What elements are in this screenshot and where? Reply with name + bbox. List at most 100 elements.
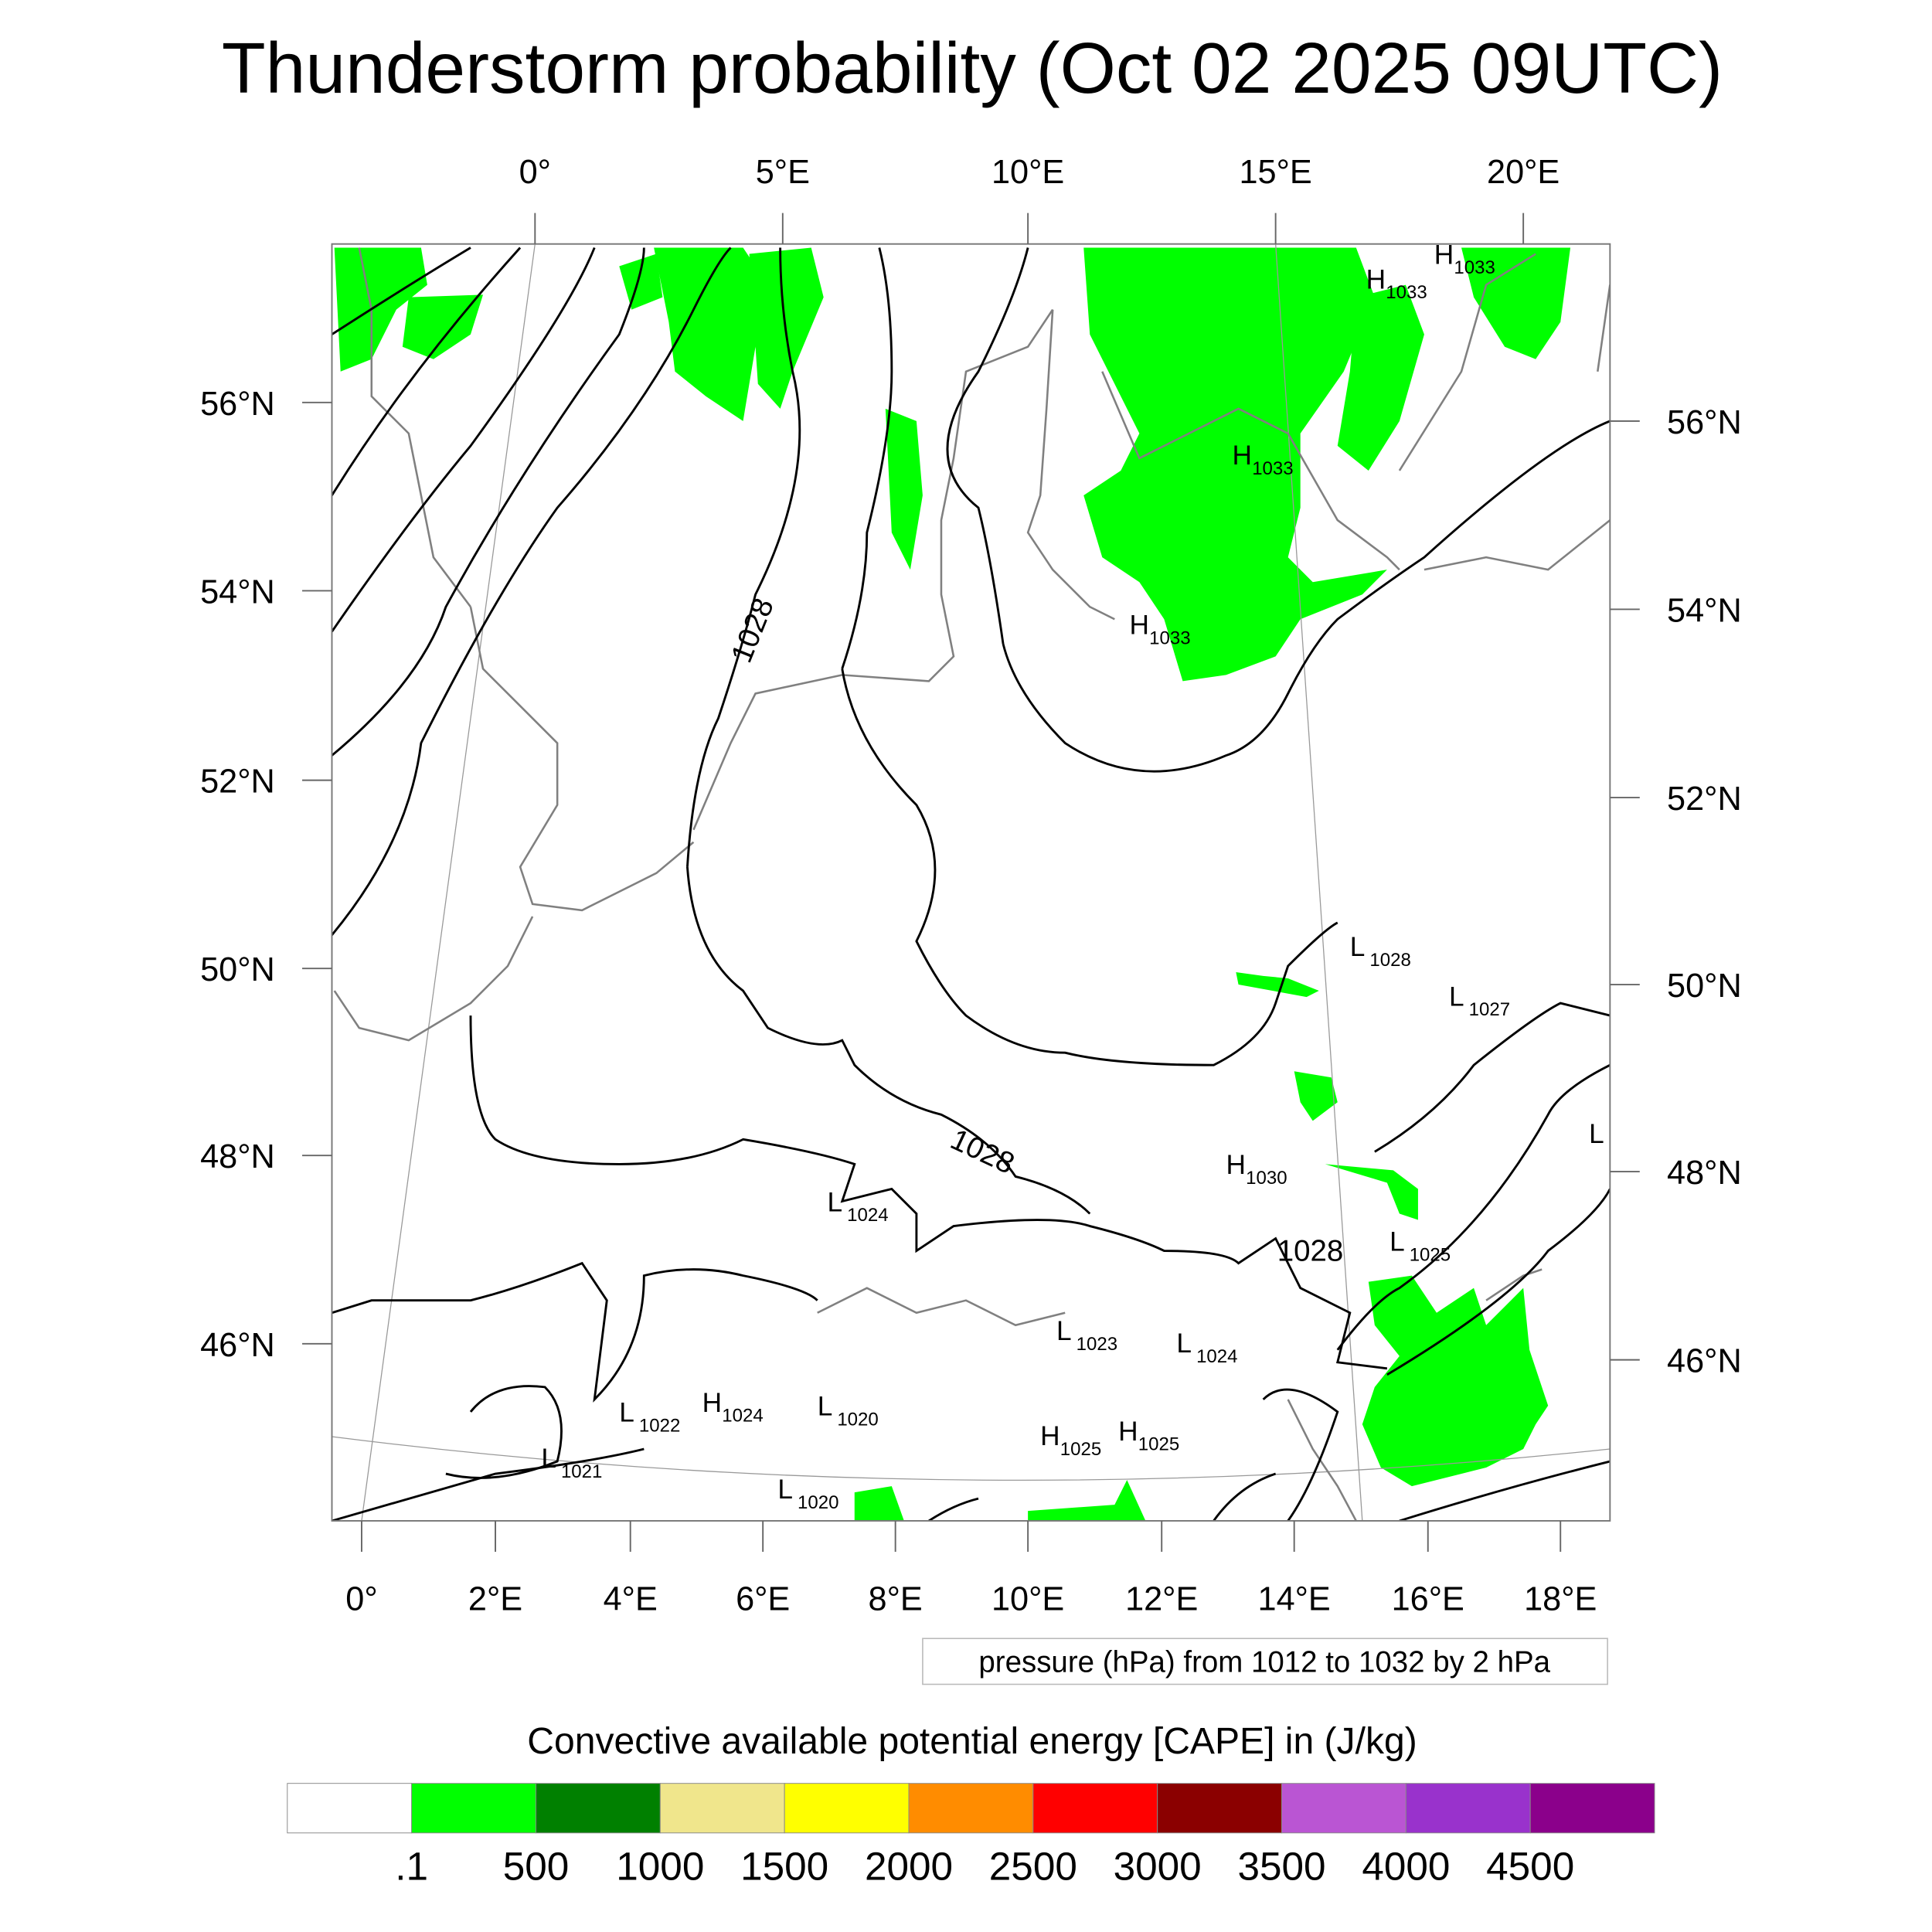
pressure-center-low: L 1022 xyxy=(619,1398,680,1437)
pressure-center-low: L 1020 xyxy=(777,1475,838,1513)
colorbar-label: 2500 xyxy=(989,1845,1077,1889)
bottom-lon-label: 16°E xyxy=(1392,1580,1464,1617)
colorbar-swatch xyxy=(287,1783,413,1834)
pressure-center-type: H xyxy=(1366,264,1386,294)
graticule xyxy=(332,243,1611,1521)
left-lat-label: 48°N xyxy=(200,1138,275,1175)
pressure-center-type: L xyxy=(1389,1227,1405,1257)
colorbar: .1 500 1000 1500 2000 2500 3000 3500 4000 4500 xyxy=(287,1783,1655,1889)
cape-area xyxy=(1325,1164,1418,1220)
pressure-center-type: L xyxy=(1449,981,1464,1012)
pressure-center-value: 1025 xyxy=(1138,1434,1179,1455)
cape-area xyxy=(1236,972,1319,998)
isobars xyxy=(332,247,1611,1521)
cape-area xyxy=(619,253,663,310)
pressure-center-value: 1024 xyxy=(722,1406,763,1427)
pressure-center-high: H 1033 xyxy=(1434,240,1495,278)
pressure-center-type: L xyxy=(619,1398,634,1428)
pressure-center-type: L xyxy=(818,1392,833,1422)
left-lat-label: 56°N xyxy=(200,386,275,423)
right-lat-label: 56°N xyxy=(1667,404,1742,441)
pressure-center-type: H xyxy=(702,1388,722,1418)
bottom-lon-label: 4°E xyxy=(604,1580,658,1617)
pressure-center-low: L 1028 xyxy=(1350,932,1411,971)
colorbar-label: 4500 xyxy=(1486,1845,1574,1889)
right-lat-label: 48°N xyxy=(1667,1155,1742,1192)
top-lon-label: 0° xyxy=(519,154,551,191)
pressure-center-type: L xyxy=(1056,1316,1072,1346)
colorbar-swatch xyxy=(1157,1783,1282,1834)
left-lat-label: 50°N xyxy=(200,951,275,988)
cape-area xyxy=(1028,1480,1146,1521)
pressure-center-value: 1024 xyxy=(1196,1346,1237,1367)
pressure-center-type: H xyxy=(1226,1150,1246,1180)
axis-ticks xyxy=(302,213,1640,1553)
pressure-center-type: L xyxy=(541,1444,556,1474)
contour-info-box: pressure (hPa) from 1012 to 1032 by 2 hP… xyxy=(922,1638,1608,1685)
bottom-lon-label: 8°E xyxy=(869,1580,923,1617)
cape-area xyxy=(1083,247,1387,682)
pressure-center-low: L 1023 xyxy=(1056,1316,1117,1355)
cape-area xyxy=(402,294,483,359)
bottom-lon-label: 14°E xyxy=(1258,1580,1331,1617)
cape-area xyxy=(1294,1071,1338,1121)
pressure-center-low: L xyxy=(1589,1119,1604,1149)
pressure-center-value: 1027 xyxy=(1469,999,1510,1020)
colorbar-title: Convective available potential energy [C… xyxy=(527,1720,1417,1762)
isobar-label: 1028 xyxy=(1277,1234,1344,1267)
cape-area xyxy=(885,408,923,570)
contour-info-text: pressure (hPa) from 1012 to 1032 by 2 hP… xyxy=(978,1645,1550,1679)
pressure-center-value: 1020 xyxy=(798,1492,838,1513)
left-lat-label: 46°N xyxy=(200,1327,275,1364)
pressure-center-value: 1025 xyxy=(1060,1439,1101,1460)
pressure-center-high: H 1033 xyxy=(1366,264,1427,303)
colorbar-swatch xyxy=(1281,1783,1406,1834)
colorbar-label: 500 xyxy=(503,1845,570,1889)
pressure-center-low: L 1025 xyxy=(1389,1227,1451,1266)
pressure-center-type: H xyxy=(1434,240,1454,270)
pressure-center-high: H 1024 xyxy=(702,1388,764,1427)
bottom-lon-label: 0° xyxy=(345,1580,377,1617)
cape-area xyxy=(1461,247,1571,359)
colorbar-label: 3500 xyxy=(1237,1845,1325,1889)
pressure-center-low: L 1024 xyxy=(828,1187,889,1226)
pressure-center-high: H 1025 xyxy=(1040,1421,1101,1460)
map-frame xyxy=(331,243,1611,1522)
bottom-lon-label: 12°E xyxy=(1125,1580,1198,1617)
axis-labels: 0° 5°E 10°E 15°E 20°E0° 2°E 4°E 6°E 8°E 10°E 12°E 1… xyxy=(200,154,1742,1617)
pressure-center-type: H xyxy=(1118,1417,1138,1447)
pressure-center-value: 1025 xyxy=(1410,1244,1451,1265)
cape-area xyxy=(1337,284,1424,471)
isobar-label: 1028 xyxy=(945,1123,1019,1181)
top-lon-label: 15°E xyxy=(1240,154,1312,191)
pressure-center-value: 1022 xyxy=(639,1416,680,1437)
pressure-center-high: H 1030 xyxy=(1226,1150,1287,1189)
right-lat-label: 50°N xyxy=(1667,968,1742,1005)
cape-areas xyxy=(334,247,1571,1521)
cape-area xyxy=(854,1486,904,1521)
pressure-center-value: 1033 xyxy=(1149,628,1190,648)
pressure-center-low: L 1021 xyxy=(541,1444,602,1482)
right-lat-label: 52°N xyxy=(1667,781,1742,818)
colorbar-label: 3000 xyxy=(1114,1845,1202,1889)
pressure-center-high: H 1025 xyxy=(1118,1417,1179,1455)
pressure-center-value: 1020 xyxy=(837,1410,878,1430)
pressure-center-type: L xyxy=(777,1475,793,1505)
pressure-center-value: 1030 xyxy=(1246,1168,1287,1189)
pressure-center-type: L xyxy=(828,1187,843,1217)
pressure-center-value: 1028 xyxy=(1369,950,1410,971)
colorbar-label: .1 xyxy=(395,1845,428,1889)
pressure-center-low: L 1027 xyxy=(1449,981,1510,1020)
colorbar-swatch xyxy=(1032,1783,1158,1834)
left-lat-label: 52°N xyxy=(200,764,275,801)
pressure-center-low: L 1024 xyxy=(1176,1328,1237,1367)
pressure-center-type: L xyxy=(1350,932,1366,962)
pressure-center-high: H 1033 xyxy=(1233,440,1294,479)
colorbar-swatch xyxy=(411,1783,536,1834)
pressure-center-value: 1023 xyxy=(1077,1334,1117,1355)
colorbar-label: 4000 xyxy=(1362,1845,1450,1889)
colorbar-swatch xyxy=(1529,1783,1655,1834)
pressure-center-value: 1033 xyxy=(1386,282,1427,303)
